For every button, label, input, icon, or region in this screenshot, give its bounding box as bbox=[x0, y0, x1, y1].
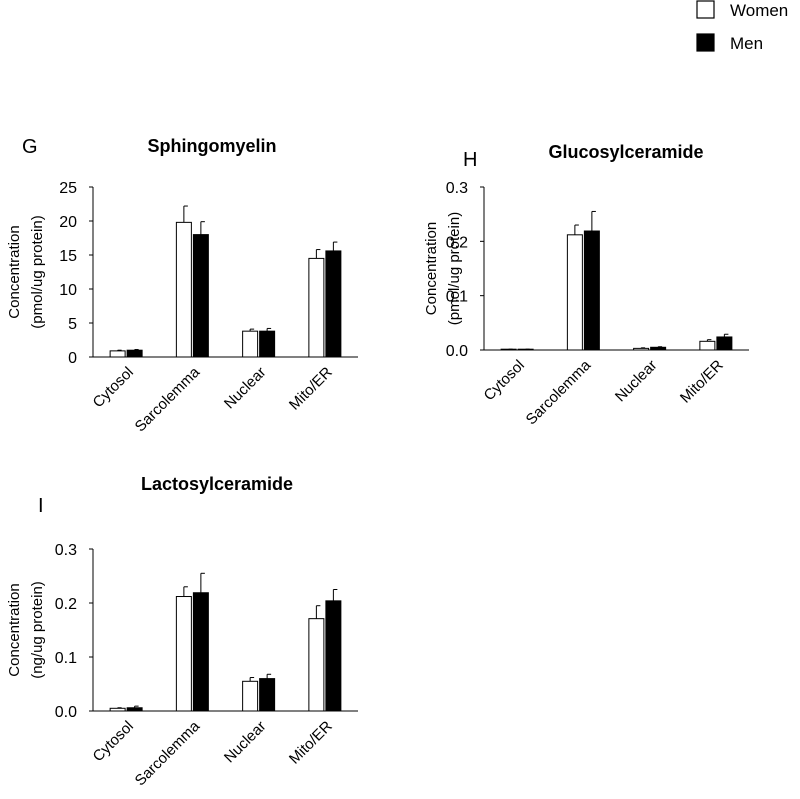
bar-men bbox=[259, 678, 276, 712]
y-axis-label: Concentration bbox=[6, 583, 23, 676]
x-tick-label: Cytosol bbox=[90, 718, 137, 765]
legend-label-men: Men bbox=[730, 34, 763, 53]
chart-panel-g: G Sphingomyelin Concentration (pmol/ug prot… bbox=[6, 136, 358, 435]
y-tick-label: 5 bbox=[68, 316, 77, 333]
bar-women bbox=[308, 257, 325, 358]
x-tick-label: Sarcolemma bbox=[523, 356, 595, 428]
bar-women bbox=[633, 347, 650, 351]
bar-women bbox=[566, 234, 583, 351]
bar-men bbox=[126, 349, 143, 358]
bar-men bbox=[716, 336, 733, 351]
bar-men bbox=[259, 330, 276, 358]
bar-men bbox=[192, 234, 209, 358]
bar-women bbox=[242, 330, 259, 358]
bar-women bbox=[109, 707, 126, 712]
bar-men bbox=[650, 346, 667, 351]
y-tick-label: 0.2 bbox=[55, 596, 77, 613]
x-tick-label: Sarcolemma bbox=[132, 717, 204, 789]
x-tick-label: Nuclear bbox=[612, 357, 661, 406]
y-tick-label: 0 bbox=[68, 350, 77, 367]
y-axis-label: (pmol/ug protein) bbox=[29, 215, 46, 328]
panel-letter: I bbox=[38, 495, 44, 517]
bar-men bbox=[325, 600, 342, 712]
chart-panel-i: I Lactosylceramide Concentration (ng/ug pro… bbox=[6, 474, 358, 789]
x-tick-label: Sarcolemma bbox=[132, 363, 204, 435]
chart-title: Sphingomyelin bbox=[147, 136, 276, 156]
y-axis-label: (ng/ug protein) bbox=[29, 581, 46, 679]
bar-men bbox=[192, 592, 209, 712]
x-tick-label: Nuclear bbox=[221, 718, 270, 767]
bar-women bbox=[109, 350, 126, 358]
y-tick-label: 15 bbox=[59, 248, 77, 265]
chart-panel-h: H Glucosylceramide Concentration (pmol/ug p… bbox=[423, 142, 749, 428]
chart-title: Lactosylceramide bbox=[141, 474, 293, 494]
bar-women bbox=[175, 596, 192, 712]
x-tick-label: Mito/ER bbox=[677, 357, 727, 407]
x-tick-label: Mito/ER bbox=[286, 364, 336, 414]
y-axis-label: Concentration bbox=[6, 225, 23, 318]
y-tick-label: 25 bbox=[59, 180, 77, 197]
y-tick-label: 0.1 bbox=[446, 289, 468, 306]
y-tick-label: 0.3 bbox=[446, 180, 468, 197]
y-tick-label: 0.3 bbox=[55, 542, 77, 559]
legend-label-women: Women bbox=[730, 1, 788, 20]
y-tick-label: 0.1 bbox=[55, 650, 77, 667]
bar-men bbox=[126, 707, 143, 712]
x-tick-label: Cytosol bbox=[90, 364, 137, 411]
panel-letter: G bbox=[22, 136, 38, 158]
bar-women bbox=[175, 221, 192, 358]
bar-women bbox=[308, 618, 325, 712]
x-tick-label: Mito/ER bbox=[286, 718, 336, 768]
bar-women bbox=[699, 340, 716, 351]
bar-women bbox=[242, 680, 259, 712]
y-tick-label: 0.0 bbox=[55, 704, 77, 721]
y-tick-label: 20 bbox=[59, 214, 77, 231]
legend: Women Men bbox=[696, 0, 788, 53]
panels: G Sphingomyelin Concentration (pmol/ug prot… bbox=[6, 136, 749, 789]
y-tick-label: 0.0 bbox=[446, 343, 468, 360]
chart-title: Glucosylceramide bbox=[548, 142, 703, 162]
bar-men bbox=[325, 250, 342, 358]
y-axis-label: Concentration bbox=[423, 222, 440, 315]
panel-letter: H bbox=[463, 149, 477, 171]
y-axis-label: (pmol/ug protein) bbox=[446, 212, 463, 325]
x-tick-label: Nuclear bbox=[221, 364, 270, 413]
legend-swatch-women bbox=[696, 0, 715, 19]
bar-men bbox=[583, 230, 600, 351]
y-tick-label: 10 bbox=[59, 282, 77, 299]
y-tick-label: 0.2 bbox=[446, 234, 468, 251]
legend-swatch-men bbox=[696, 33, 715, 52]
x-tick-label: Cytosol bbox=[481, 357, 528, 404]
